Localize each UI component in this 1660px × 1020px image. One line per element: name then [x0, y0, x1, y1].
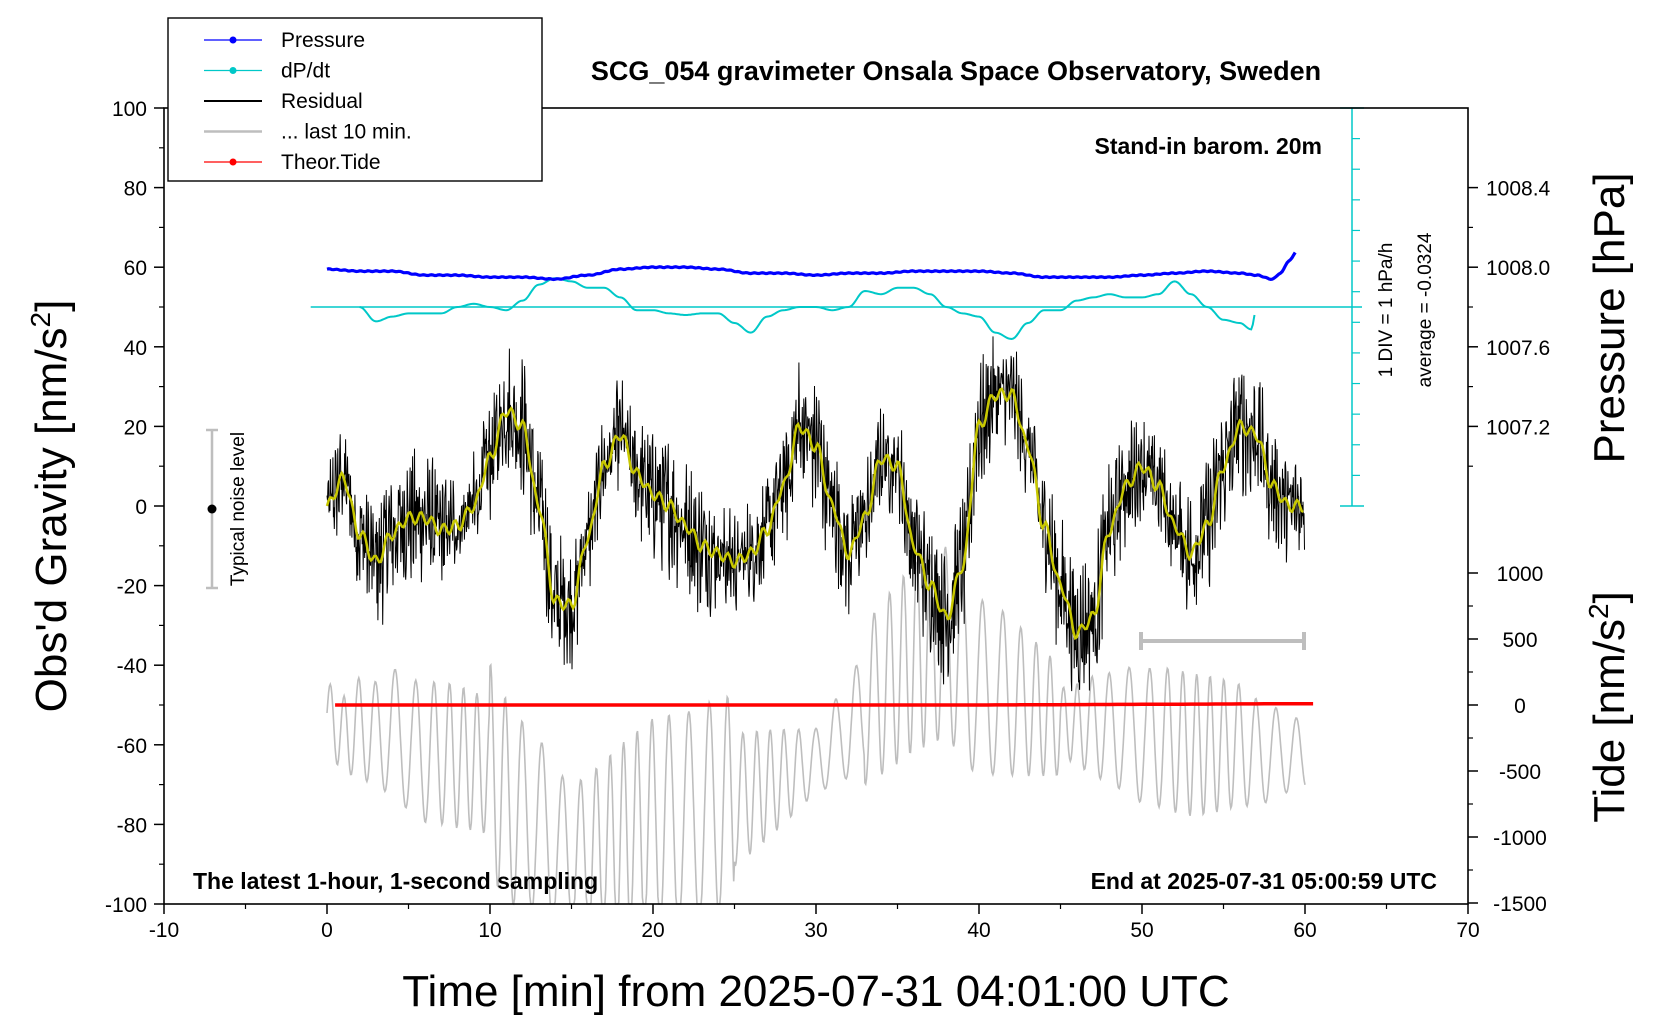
tide-tick-label: 0	[1514, 695, 1526, 718]
theor-tide-line	[335, 701, 1314, 707]
y-axis-tide-title-sup: 2	[1583, 603, 1614, 619]
last-10-min-range	[1139, 632, 1306, 650]
barometer-note: Stand-in barom. 20m	[1095, 133, 1322, 159]
pressure-tick-label: 1007.2	[1486, 416, 1550, 439]
x-tick-label: 10	[478, 919, 501, 942]
pressure-axis-ticks: 1008.4 1008.0 1007.6 1007.2	[1468, 178, 1551, 467]
legend-label: Theor.Tide	[281, 151, 381, 174]
tide-tick-label: 1000	[1497, 563, 1544, 586]
y-axis-left-title-main: Obs'd Gravity [nm/s	[27, 327, 76, 712]
y-left-tick-label: 20	[124, 416, 147, 439]
pressure-tick-label: 1008.0	[1486, 257, 1550, 280]
residual-line	[326, 336, 1305, 692]
y-left-tick-label: 0	[135, 496, 147, 519]
y-left-tick-label: -60	[117, 735, 147, 758]
tide-axis-ticks: 1000 500 0 -500 -1000 -1500	[1468, 563, 1547, 916]
x-tick-label: -10	[149, 919, 179, 942]
footer-left-note: The latest 1-hour, 1-second sampling	[193, 868, 598, 894]
last-10-min-layer	[326, 546, 1306, 906]
pressure-tick-label: 1007.6	[1486, 337, 1550, 360]
pressure-tick-label: 1008.4	[1486, 178, 1551, 201]
y-axis-tide-title: Tide [nm/s2]	[1583, 591, 1634, 823]
average-label: average = -0.0324	[1415, 232, 1436, 387]
dpdt-scale-axis	[310, 107, 1364, 507]
x-axis-ticks: -10 0 10 20 30 40 50 60 70	[149, 904, 1480, 942]
legend-label: dP/dt	[281, 60, 330, 83]
y-axis-left-title-sup: 2	[25, 312, 56, 328]
legend-box	[167, 17, 543, 182]
y-axis-left-ticks: 100 80 60 40 20 0 -20 -40 -60 -80 -100	[105, 98, 164, 917]
legend: Pressure dP/dt Residual ... last 10 min. The…	[167, 17, 543, 182]
x-tick-label: 70	[1456, 919, 1479, 942]
x-tick-label: 60	[1293, 919, 1316, 942]
noise-level-indicator: Typical noise level	[206, 428, 249, 590]
y-left-tick-label: -100	[105, 894, 147, 917]
noise-label: Typical noise level	[228, 432, 249, 586]
chart-title: SCG_054 gravimeter Onsala Space Observat…	[591, 56, 1321, 86]
legend-label: Pressure	[281, 29, 365, 52]
tide-tick-label: -1000	[1493, 827, 1547, 850]
legend-marker	[229, 67, 237, 74]
theor-tide-layer	[335, 701, 1314, 707]
x-tick-label: 0	[321, 919, 333, 942]
y-left-tick-label: 100	[112, 98, 147, 121]
last-10-min-line	[326, 546, 1306, 906]
tide-tick-label: -1500	[1493, 893, 1547, 916]
pressure-layer	[326, 251, 1297, 282]
y-left-tick-label: -80	[117, 814, 147, 837]
y-axis-left-title: Obs'd Gravity [nm/s2]	[25, 300, 76, 713]
div-scale-label: 1 DIV = 1 hPa/h	[1376, 243, 1397, 378]
y-axis-tide-title-end: ]	[1585, 591, 1634, 603]
y-axis-tide-title-main: Tide [nm/s	[1585, 619, 1634, 823]
residual-smooth-layer	[325, 387, 1304, 641]
x-tick-label: 20	[641, 919, 664, 942]
tide-tick-label: -500	[1499, 761, 1541, 784]
x-tick-label: 40	[967, 919, 990, 942]
y-axis-left-title-end: ]	[27, 300, 76, 312]
noise-center-dot	[207, 504, 217, 514]
residual-smooth-line	[325, 387, 1304, 641]
residual-layer	[326, 336, 1305, 692]
x-tick-label: 30	[804, 919, 827, 942]
y-left-tick-label: 40	[124, 337, 147, 360]
y-left-tick-label: -40	[117, 655, 147, 678]
y-left-tick-label: 60	[124, 257, 147, 280]
legend-label: Residual	[281, 90, 363, 113]
x-axis-title: Time [min] from 2025-07-31 04:01:00 UTC	[402, 967, 1229, 1016]
tide-tick-label: 500	[1502, 629, 1537, 652]
pressure-line	[326, 251, 1297, 282]
y-left-tick-label: 80	[124, 178, 147, 201]
legend-label: ... last 10 min.	[281, 121, 412, 144]
legend-marker	[229, 158, 237, 166]
footer-right-note: End at 2025-07-31 05:00:59 UTC	[1091, 868, 1437, 894]
y-axis-pressure-title: Pressure [hPa]	[1585, 172, 1634, 463]
x-tick-label: 50	[1130, 919, 1153, 942]
y-left-tick-label: -20	[117, 576, 147, 599]
legend-marker	[229, 36, 237, 44]
